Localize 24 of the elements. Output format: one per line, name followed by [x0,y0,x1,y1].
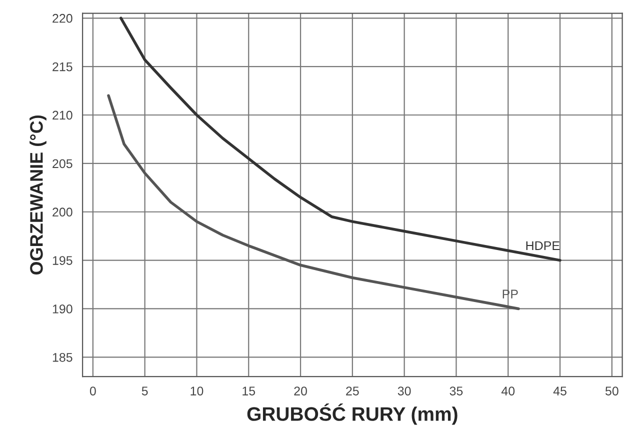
series-label: HDPE [526,241,560,250]
x-tick-label: 50 [605,386,618,396]
y-tick-label: 215 [52,62,72,72]
x-tick-label: 40 [501,386,515,396]
y-tick-label: 205 [52,159,72,168]
x-tick-label: 15 [242,386,256,396]
x-tick-label: 45 [553,386,566,396]
y-tick-label: 190 [52,304,72,314]
x-tick-label: 35 [450,386,463,396]
y-tick-label: 200 [52,208,72,217]
x-tick-label: 0 [90,386,96,396]
x-tick-label: 5 [142,386,148,396]
line-series [107,94,520,310]
x-tick-label: 25 [346,386,359,396]
y-tick-label: 210 [52,110,72,120]
x-axis-title: GRUBOŚĆ RURY (mm) [247,403,458,425]
x-tick-label: 30 [398,386,411,396]
y-tick-label: 195 [52,256,72,265]
line-series [120,16,562,262]
x-tick-label: 20 [294,386,307,396]
y-tick-label: 220 [52,14,72,23]
y-tick-label: 185 [52,352,72,362]
x-tick-label: 10 [190,386,204,396]
y-axis-title: OGRZEWANIE (°C) [30,115,46,275]
